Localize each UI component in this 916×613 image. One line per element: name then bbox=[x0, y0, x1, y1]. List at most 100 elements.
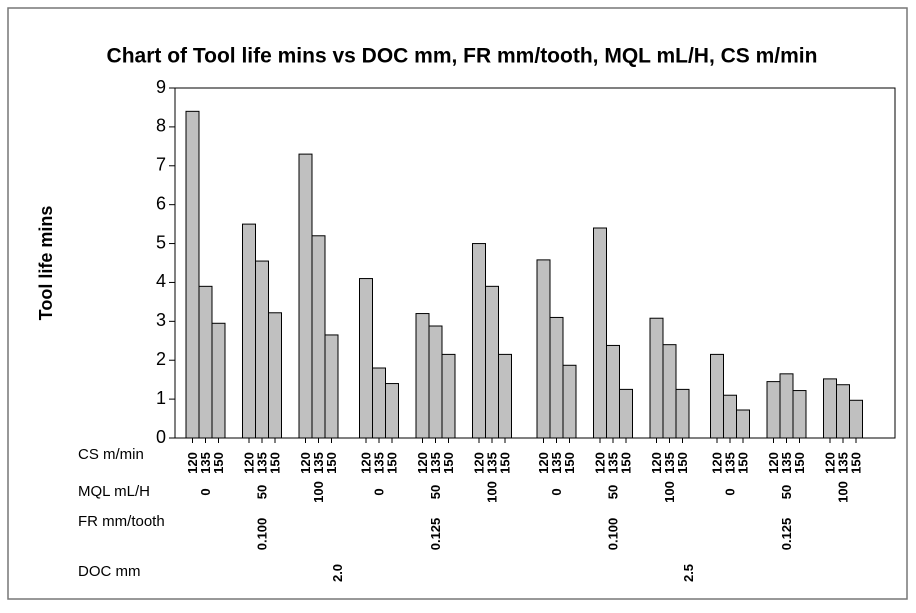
y-axis-label: Tool life mins bbox=[36, 206, 56, 321]
cs-label: 120 bbox=[536, 452, 551, 474]
level-name: FR mm/tooth bbox=[78, 513, 165, 530]
bar bbox=[268, 312, 282, 439]
y-tick-label: 3 bbox=[156, 310, 166, 330]
level-name: MQL mL/H bbox=[78, 483, 150, 500]
fr-label: 0.125 bbox=[779, 518, 794, 551]
plot-area bbox=[174, 87, 896, 439]
mql-label: 0 bbox=[198, 488, 213, 495]
cs-label: 135 bbox=[835, 452, 850, 474]
cs-label: 135 bbox=[311, 452, 326, 474]
cs-label: 120 bbox=[415, 452, 430, 474]
bar bbox=[723, 394, 737, 439]
cs-label: 135 bbox=[722, 452, 737, 474]
cs-label: 135 bbox=[198, 452, 213, 474]
cs-label: 135 bbox=[605, 452, 620, 474]
cs-label: 120 bbox=[298, 452, 313, 474]
mql-label: 50 bbox=[779, 485, 794, 499]
y-tick-label: 6 bbox=[156, 193, 166, 213]
mql-label: 50 bbox=[254, 485, 269, 499]
bar bbox=[849, 399, 863, 439]
bar bbox=[211, 322, 226, 439]
mql-label: 50 bbox=[428, 485, 443, 499]
cs-label: 150 bbox=[384, 452, 399, 474]
bar bbox=[823, 378, 837, 439]
bar bbox=[562, 364, 577, 439]
cs-label: 120 bbox=[822, 452, 837, 474]
y-tick-label: 9 bbox=[156, 77, 166, 97]
cs-label: 120 bbox=[185, 452, 200, 474]
cs-label: 150 bbox=[618, 452, 633, 474]
bar bbox=[298, 153, 313, 439]
y-tick-label: 7 bbox=[156, 155, 166, 175]
cs-label: 120 bbox=[766, 452, 781, 474]
bar bbox=[472, 243, 486, 439]
y-tick-label: 8 bbox=[156, 116, 166, 136]
bar bbox=[185, 110, 200, 439]
cs-label: 120 bbox=[471, 452, 486, 474]
bar bbox=[372, 367, 386, 439]
bar bbox=[619, 388, 633, 439]
bar bbox=[675, 388, 690, 439]
cs-label: 150 bbox=[211, 452, 226, 474]
bar bbox=[792, 390, 807, 439]
y-tick-label: 5 bbox=[156, 232, 166, 252]
bar bbox=[198, 285, 213, 439]
cs-label: 135 bbox=[549, 452, 564, 474]
bar bbox=[498, 353, 512, 439]
bar bbox=[311, 235, 326, 439]
cs-label: 150 bbox=[267, 452, 282, 474]
bar bbox=[359, 278, 373, 439]
bar bbox=[485, 285, 499, 439]
chart-title: Chart of Tool life mins vs DOC mm, FR mm… bbox=[107, 45, 818, 68]
cs-label: 150 bbox=[848, 452, 863, 474]
bar bbox=[710, 353, 724, 439]
cs-label: 120 bbox=[649, 452, 664, 474]
level-name: CS m/min bbox=[78, 446, 144, 463]
doc-label: 2.5 bbox=[681, 564, 696, 582]
mql-label: 50 bbox=[605, 485, 620, 499]
bar bbox=[736, 409, 750, 439]
cs-label: 135 bbox=[254, 452, 269, 474]
fr-label: 0.100 bbox=[605, 518, 620, 551]
mql-label: 100 bbox=[835, 481, 850, 503]
level-name: DOC mm bbox=[78, 563, 141, 580]
bar bbox=[836, 384, 850, 439]
cs-label: 150 bbox=[441, 452, 456, 474]
mql-label: 100 bbox=[311, 481, 326, 503]
bar bbox=[385, 383, 399, 439]
cs-label: 135 bbox=[662, 452, 677, 474]
y-tick-label: 0 bbox=[156, 427, 166, 447]
cs-label: 120 bbox=[241, 452, 256, 474]
cs-label: 150 bbox=[497, 452, 512, 474]
fr-label: 0.125 bbox=[428, 518, 443, 551]
fr-label: 0.100 bbox=[254, 518, 269, 551]
cs-label: 150 bbox=[792, 452, 807, 474]
bar bbox=[428, 325, 443, 439]
bar bbox=[415, 313, 430, 439]
bar bbox=[593, 227, 607, 439]
bar bbox=[536, 259, 551, 439]
bar bbox=[255, 260, 269, 439]
bar bbox=[662, 344, 677, 439]
cs-label: 150 bbox=[675, 452, 690, 474]
mql-label: 0 bbox=[371, 488, 386, 495]
bar bbox=[766, 381, 781, 439]
mql-label: 0 bbox=[549, 488, 564, 495]
bar bbox=[606, 344, 620, 439]
bar bbox=[441, 353, 456, 439]
y-tick-label: 1 bbox=[156, 388, 166, 408]
cs-label: 120 bbox=[358, 452, 373, 474]
bar bbox=[649, 317, 664, 439]
cs-label: 135 bbox=[371, 452, 386, 474]
mql-label: 100 bbox=[662, 481, 677, 503]
bar bbox=[549, 316, 564, 439]
y-tick-label: 2 bbox=[156, 349, 166, 369]
bar bbox=[242, 223, 256, 439]
cs-label: 150 bbox=[735, 452, 750, 474]
bar bbox=[324, 334, 339, 439]
cs-label: 135 bbox=[484, 452, 499, 474]
cs-label: 150 bbox=[562, 452, 577, 474]
mql-label: 100 bbox=[484, 481, 499, 503]
